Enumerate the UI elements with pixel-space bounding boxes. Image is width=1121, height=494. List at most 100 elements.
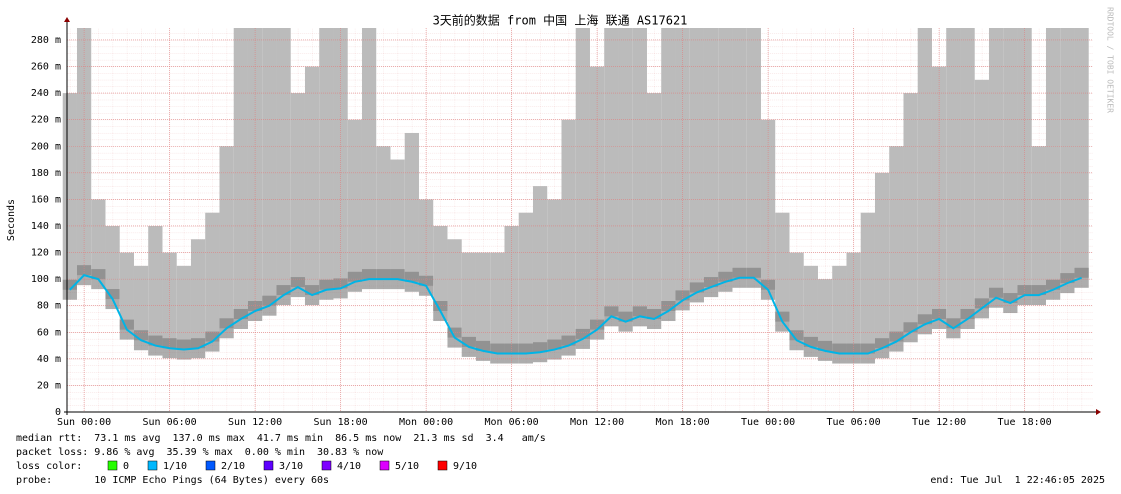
end-time: end: Tue Jul 1 22:46:05 2025 [930,475,1105,486]
smoke-bar [475,252,491,351]
x-tick-label: Mon 12:00 [570,417,624,428]
smoke-bar [447,239,462,338]
smoke-bar [1003,28,1018,304]
y-tick-label: 40 m [37,354,61,365]
smoke-bar [646,93,662,319]
chart-title: 3天前的数据 from 中国 上海 联通 AS17621 [433,13,688,28]
smoke-bar [176,265,191,350]
y-tick-label: 280 m [31,35,61,46]
smoke-bar [661,28,676,312]
smoke-bar [561,119,576,346]
smoke-bar [846,252,861,354]
y-tick-label: 180 m [31,168,61,179]
y-tick-label: 100 m [31,274,61,285]
smoke-bar [376,146,391,280]
y-tick-label: 20 m [37,380,61,391]
smoke-bar [746,28,761,278]
loss-legend-label: 4/10 [337,461,361,472]
x-tick-label: Sun 06:00 [143,417,197,428]
smoke-bar [618,28,633,322]
loss-legend-label: 5/10 [395,461,419,472]
smoke-bar [604,28,619,317]
loss-legend-label: 2/10 [221,461,245,472]
loss-swatch [147,460,158,471]
x-tick-label: Mon 06:00 [485,417,539,428]
y-tick-label: 200 m [31,141,61,152]
x-tick-label: Tue 06:00 [827,417,881,428]
smoke-bar [105,225,120,300]
smoke-bar [91,199,106,280]
smoke-bar [190,239,206,349]
y-tick-label: 260 m [31,62,61,73]
stats-line: median rtt: 73.1 ms avg 137.0 ms max 41.… [16,433,546,444]
smoke-bar [974,79,989,309]
y-tick-label: 160 m [31,194,61,205]
x-tick-label: Mon 18:00 [656,417,710,428]
smoke-bar [860,212,875,354]
smoke-bar [1074,28,1089,278]
loss-swatch [107,460,118,471]
smoke-bar [803,265,818,347]
y-axis-label: Seconds [6,199,17,241]
x-tick-label: Mon 00:00 [399,417,453,428]
y-tick-label: 140 m [31,221,61,232]
median-line [69,274,1082,355]
smoke-bar [917,28,932,325]
smoke-bar [988,28,1004,298]
smoke-bar [247,28,263,312]
smoke-bar [632,28,647,317]
smoke-bar [874,172,890,349]
x-tick-label: Sun 00:00 [57,417,111,428]
smoke-bar [1060,28,1075,284]
smoke-bar [433,225,448,312]
smoke-bar [304,66,320,296]
smoke-bar [404,132,419,282]
smoke-bar [276,28,291,296]
smoke-bar [390,159,405,280]
x-tick-label: Tue 18:00 [998,417,1052,428]
stats-line: packet loss: 9.86 % avg 35.39 % max 0.00… [16,447,384,458]
smoke-bar [1045,28,1061,290]
loss-legend-label: 0 [123,461,129,472]
smoke-bar [262,28,277,306]
loss-swatch [379,460,390,471]
loss-swatch [205,460,216,471]
loss-swatch [437,460,448,471]
smoke-bar [290,93,305,288]
y-tick-label: 120 m [31,248,61,259]
smoke-bar [575,28,590,339]
probe-info: probe: 10 ICMP Echo Pings (64 Bytes) eve… [16,475,329,486]
y-arrow [64,17,70,22]
smoke-bar [817,279,833,351]
smoke-bar [1017,28,1032,296]
smoke-bar [960,28,975,319]
smoke-bar [347,119,362,282]
smoke-bar [490,252,505,354]
y-tick-label: 80 m [37,301,61,312]
smoke-bar [148,225,163,346]
smoke-bar [518,212,533,354]
smoke-bar [903,93,918,333]
loss-legend-label: 1/10 [163,461,187,472]
smoke-bar [789,252,804,341]
smoke-bar [361,28,377,280]
x-tick-label: Tue 00:00 [741,417,795,428]
smoke-bar [119,252,134,330]
y-tick-label: 60 m [37,327,61,338]
y-tick-label: 0 [55,407,61,418]
smoke-bar [689,28,704,293]
smoke-bar [461,252,476,347]
smoke-bar [889,146,904,342]
y-tick-label: 240 m [31,88,61,99]
loss-label: loss color: [16,461,82,472]
smoke-bar [219,146,234,329]
loss-legend-label: 9/10 [453,461,477,472]
watermark: RRDTOOL / TOBI OETIKER [1106,7,1115,113]
x-arrow [1096,409,1101,415]
smoke-bar [775,212,790,322]
smoke-bar [832,265,847,354]
smoke-bar [547,199,562,350]
smoke-bar [319,28,334,290]
